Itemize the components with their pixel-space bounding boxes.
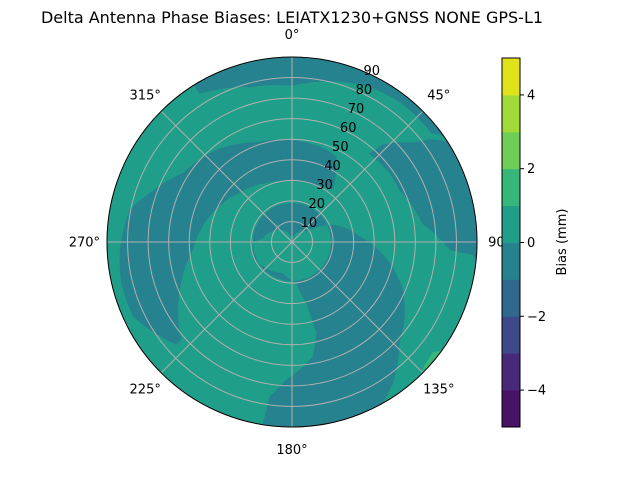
angular-tick-labels: 0°45°90°135°180°225°270°315° xyxy=(69,28,511,458)
contour-region-4 xyxy=(420,350,442,376)
radial-tick-label: 20 xyxy=(308,197,325,212)
colorbar-band-0 xyxy=(502,390,520,428)
radial-tick-label: 70 xyxy=(348,102,365,117)
angle-tick-label: 135° xyxy=(423,382,454,397)
radial-tick-label: 40 xyxy=(324,159,341,174)
colorbar-band-5 xyxy=(502,205,520,243)
angle-tick-label: 180° xyxy=(276,443,307,458)
colorbar-band-7 xyxy=(502,131,520,170)
radial-tick-label: 80 xyxy=(356,83,373,98)
polar-grid xyxy=(106,56,478,428)
angular-gridline-315 xyxy=(160,110,293,243)
colorbar-band-3 xyxy=(502,279,520,317)
radial-tick-label: 30 xyxy=(316,178,333,193)
angular-gridline-135 xyxy=(291,241,424,374)
colorbar-band-4 xyxy=(502,242,520,280)
colorbar-label: Bias (mm) xyxy=(555,209,570,276)
contour-regions xyxy=(119,57,477,427)
angle-tick-label: 45° xyxy=(427,89,450,104)
colorbar-band-1 xyxy=(502,353,520,391)
angular-gridline-45 xyxy=(291,110,424,243)
colorbar: −4 −2 0 2 4 xyxy=(501,53,546,432)
radial-tick-label: 50 xyxy=(332,140,349,155)
angle-tick-label: 270° xyxy=(69,236,100,251)
angle-tick-label: 225° xyxy=(130,382,161,397)
angle-tick-label: 0° xyxy=(285,28,300,43)
colorbar-tick-label: −2 xyxy=(527,310,546,325)
colorbar-tick-label: 2 xyxy=(527,162,535,177)
contour-region-3 xyxy=(252,203,405,427)
colorbar-band-8 xyxy=(502,94,520,133)
radial-tick-label: 90 xyxy=(364,64,381,79)
contour-region-0 xyxy=(194,57,444,136)
colorbar-tick-label: 0 xyxy=(527,236,535,251)
colorbar-band-9 xyxy=(502,58,520,96)
contour-region-2 xyxy=(119,139,337,345)
radial-tick-labels: 10 20 30 40 50 60 70 80 90 xyxy=(301,64,380,231)
colorbar-tick-label: −4 xyxy=(527,384,546,399)
colorbar-band-2 xyxy=(502,316,520,354)
polar-frame xyxy=(106,56,478,428)
angular-gridline-225 xyxy=(160,241,293,374)
radial-tick-label: 60 xyxy=(340,121,357,136)
colorbar-band-6 xyxy=(502,168,520,207)
contour-region-1 xyxy=(368,139,477,262)
angle-tick-label: 315° xyxy=(130,89,161,104)
radial-tick-label: 10 xyxy=(301,216,318,231)
colorbar-tick-label: 4 xyxy=(527,88,535,103)
chart-title: Delta Antenna Phase Biases: LEIATX1230+G… xyxy=(41,8,543,27)
